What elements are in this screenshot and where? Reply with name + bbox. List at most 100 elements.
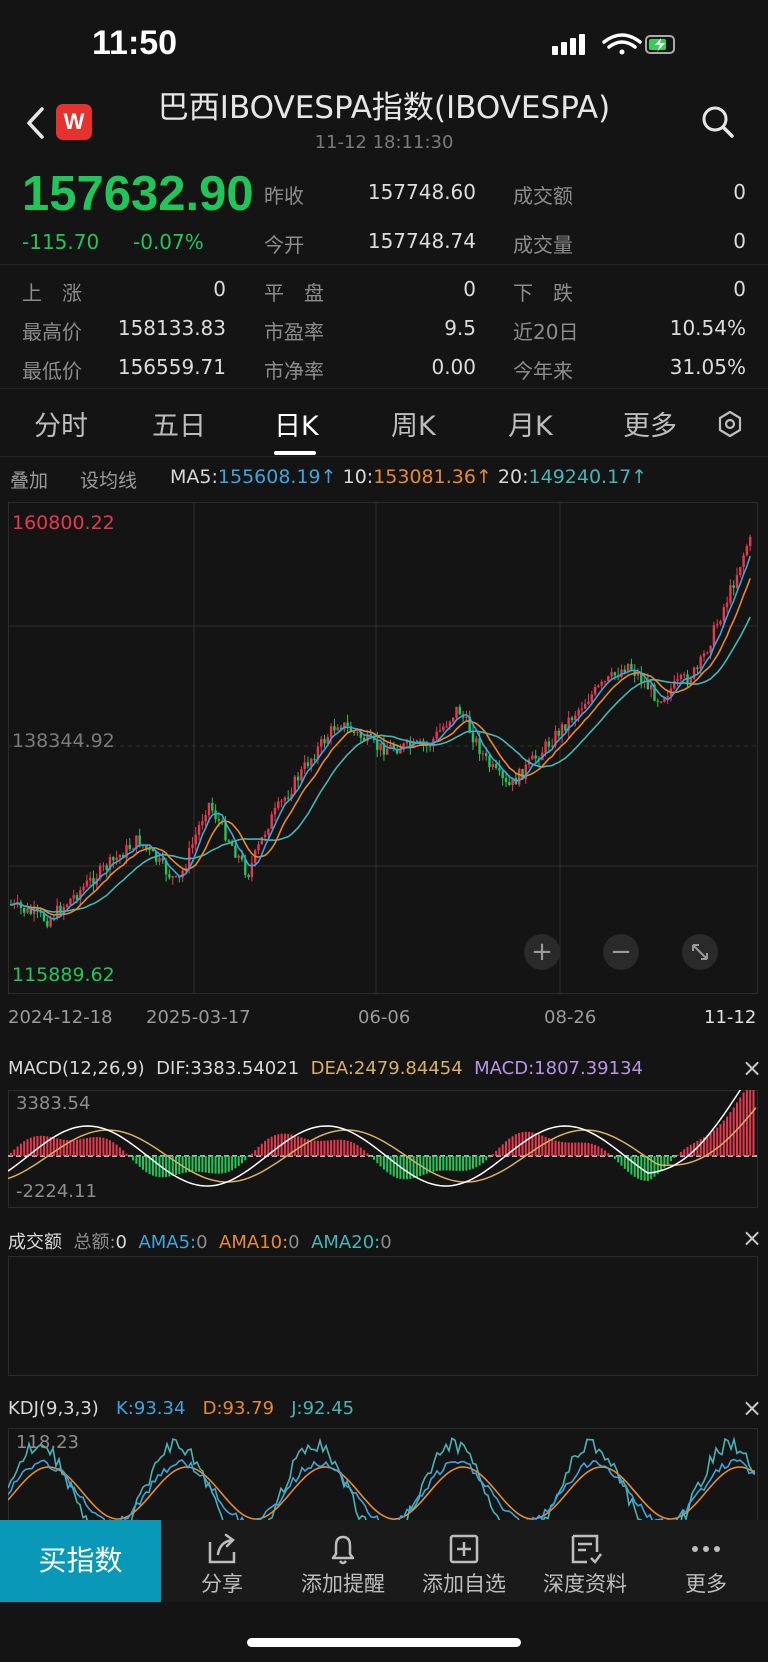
candle-body xyxy=(722,607,725,622)
macd-bar xyxy=(633,1156,636,1177)
candle-body xyxy=(534,755,537,759)
macd-bar xyxy=(386,1156,389,1173)
macd-bar xyxy=(363,1150,366,1156)
candle-body xyxy=(300,769,303,781)
macd-bar xyxy=(194,1156,197,1172)
zoom-out-button[interactable]: − xyxy=(603,934,639,970)
candle-body xyxy=(204,815,207,822)
candle-body xyxy=(725,602,729,608)
add-watchlist-button[interactable]: 添加自选 xyxy=(404,1520,524,1602)
tab-2[interactable]: 日K xyxy=(274,411,319,442)
candle-body xyxy=(115,857,118,861)
candle-body xyxy=(313,758,316,760)
candle-body xyxy=(257,844,260,851)
macd-name: MACD(12,26,9) xyxy=(8,1058,145,1079)
expand-icon[interactable] xyxy=(682,934,718,970)
back-chevron-icon[interactable] xyxy=(24,106,46,140)
x-label-2: 06-06 xyxy=(358,1007,411,1028)
kline-chart-frame[interactable] xyxy=(8,502,758,994)
macd-bar xyxy=(171,1156,174,1176)
tab-5[interactable]: 更多 xyxy=(623,411,677,442)
macd-bar xyxy=(448,1156,451,1171)
kline-chart[interactable] xyxy=(8,502,758,994)
candle-body xyxy=(353,731,356,733)
candle-body xyxy=(174,875,178,877)
buy-index-button[interactable]: 买指数 xyxy=(0,1520,161,1602)
home-indicator xyxy=(247,1638,521,1647)
macd-bar xyxy=(373,1156,375,1160)
gear-icon[interactable] xyxy=(716,410,744,438)
macd-bar xyxy=(26,1139,29,1156)
macd-bar xyxy=(118,1147,121,1156)
macd-bar xyxy=(396,1156,399,1178)
tab-1[interactable]: 五日 xyxy=(152,411,206,442)
share-button[interactable]: 分享 xyxy=(162,1520,282,1602)
close-kdj-button[interactable]: × xyxy=(742,1394,763,1422)
macd-bar xyxy=(716,1127,719,1156)
stat-value: 0 xyxy=(463,277,476,301)
macd-bar xyxy=(699,1139,702,1156)
candle-body xyxy=(488,756,491,768)
macd-bar xyxy=(544,1136,547,1156)
macd-bar xyxy=(514,1134,517,1156)
close-volume-button[interactable]: × xyxy=(742,1224,763,1252)
ama10-value: 0 xyxy=(288,1232,300,1253)
ma20-line xyxy=(10,616,751,913)
depth-data-button[interactable]: 深度资料 xyxy=(525,1520,645,1602)
macd-bar xyxy=(359,1147,362,1156)
stat-label: 最高价 xyxy=(22,320,82,344)
candle-body xyxy=(442,726,445,731)
macd-bar xyxy=(72,1139,75,1156)
macd-bar xyxy=(749,1090,752,1156)
ma-setting-button[interactable]: 设均线 xyxy=(80,470,138,492)
candle-body xyxy=(85,880,89,887)
macd-bar xyxy=(732,1107,735,1156)
candle-body xyxy=(699,656,702,669)
more-label: 更多 xyxy=(685,1572,727,1596)
stat-value: 0 xyxy=(733,277,746,301)
candle-body xyxy=(544,741,547,753)
stat-label: 上 涨 xyxy=(22,281,82,305)
macd-bar xyxy=(19,1143,22,1156)
macd-bar xyxy=(175,1156,177,1175)
candle-body xyxy=(32,908,36,914)
x-label-0: 2024-12-18 xyxy=(8,1007,113,1028)
candle-body xyxy=(491,764,494,768)
macd-bar xyxy=(79,1139,82,1156)
macd-bar xyxy=(442,1156,445,1171)
add-alert-button[interactable]: 添加提醒 xyxy=(283,1520,403,1602)
macd-bar xyxy=(462,1156,465,1171)
overlay-button[interactable]: 叠加 xyxy=(10,470,49,492)
macd-bar xyxy=(303,1138,306,1156)
macd-bar xyxy=(165,1156,168,1178)
tab-0[interactable]: 分时 xyxy=(34,411,88,442)
candle-body xyxy=(531,755,534,760)
ama20-label: AMA20: xyxy=(311,1232,381,1253)
more-button[interactable]: 更多 xyxy=(646,1520,766,1602)
macd-bar xyxy=(49,1136,52,1156)
candle-body xyxy=(603,681,607,683)
stat-value: 10.54% xyxy=(669,316,746,340)
ma-legend: MA5:155608.19↑ 10:153081.36↑ 20:149240.1… xyxy=(170,466,648,488)
search-icon[interactable] xyxy=(700,104,736,140)
tab-4[interactable]: 月K xyxy=(508,411,553,442)
macd-bar xyxy=(33,1136,36,1156)
candle-body xyxy=(597,685,600,688)
macd-bar xyxy=(676,1154,679,1156)
candle-body xyxy=(386,748,389,755)
macd-bar xyxy=(623,1156,626,1169)
candle-body xyxy=(191,844,194,849)
active-tab-indicator xyxy=(274,451,316,455)
tab-3[interactable]: 周K xyxy=(391,411,436,442)
macd-bar xyxy=(184,1156,187,1173)
candle-body xyxy=(250,863,254,878)
candle-body xyxy=(438,730,442,732)
macd-bar xyxy=(742,1092,745,1156)
macd-bar xyxy=(594,1144,597,1156)
candle-body xyxy=(23,907,26,913)
macd-bar xyxy=(689,1144,692,1156)
stat-value: 0 xyxy=(733,229,746,253)
zoom-in-button[interactable]: + xyxy=(524,934,560,970)
close-macd-button[interactable]: × xyxy=(742,1054,763,1082)
candle-body xyxy=(524,764,527,780)
